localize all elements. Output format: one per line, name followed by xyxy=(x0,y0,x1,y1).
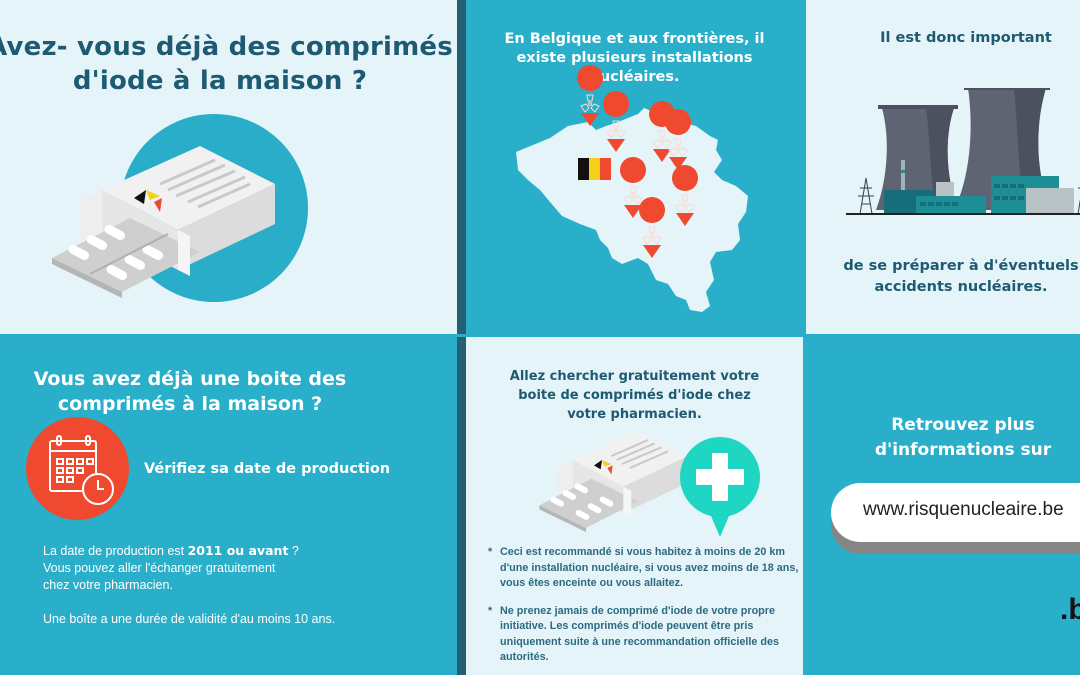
panel-a-title-line2: d'iode à la maison ? xyxy=(72,66,368,96)
asterisk-bullet: * xyxy=(488,604,493,617)
panel-b-title: En Belgique et aux frontières, il existe… xyxy=(476,30,793,87)
panel-b-title-line1: En Belgique et aux frontières, il xyxy=(504,31,765,47)
pill-box-small-icon xyxy=(539,430,688,532)
panel-nuclear-installations-map: En Belgique et aux frontières, il existe… xyxy=(466,0,803,334)
pharmacy-cross-pin-icon xyxy=(680,437,760,537)
website-url-text[interactable]: www.risquenucleaire.be xyxy=(863,499,1064,520)
recommendation-notes: * Ceci est recommandé si vous habitez à … xyxy=(488,545,803,675)
panel-b-title-line2: existe plusieurs installations xyxy=(516,50,753,66)
para1-line2: Vous pouvez aller l'échanger gratuitemen… xyxy=(43,561,276,575)
panel-d-title-line1: Vous avez déjà une boite des xyxy=(33,368,347,390)
radiation-pin-4 xyxy=(664,108,692,171)
panel-c-title-bottom-line1: de se préparer à d'éventuels xyxy=(843,258,1079,274)
panel-check-production-date: Vous avez déjà une boite des comprimés à… xyxy=(0,337,457,675)
panel-c-title-bottom-line2: accidents nucléaires. xyxy=(874,279,1048,295)
panel-b-title-line3: nucléaires. xyxy=(589,69,680,85)
radiation-pin-6 xyxy=(671,164,699,227)
radiation-pin-1 xyxy=(576,64,604,127)
nuclear-plant-illustration xyxy=(846,88,1080,215)
radiation-pins xyxy=(576,64,699,259)
panel-c-title-top: Il est donc important xyxy=(880,30,1052,46)
note-item: * Ne prenez jamais de comprimé d'iode de… xyxy=(488,604,803,666)
panel-f-title-line2: d'informations sur xyxy=(874,440,1052,460)
panel-a-title: Avez- vous déjà des comprimés d'iode à l… xyxy=(0,30,457,98)
panel-e-title-line2: boite de comprimés d'iode chez xyxy=(518,388,751,403)
panel-f-title-line1: Retrouvez plus xyxy=(891,415,1035,435)
asterisk-bullet: * xyxy=(488,546,493,558)
verify-production-date-label: Vérifiez sa date de production xyxy=(144,461,391,477)
para1-prefix: La date de production est xyxy=(43,544,188,558)
panel-d-title-line2: comprimés à la maison ? xyxy=(57,393,323,415)
validity-paragraph: Une boîte a une durée de validité d'au m… xyxy=(43,612,336,626)
production-date-paragraph: La date de production est 2011 ou avant … xyxy=(43,542,403,594)
panel-d-title: Vous avez déjà une boite des comprimés à… xyxy=(10,367,370,417)
pill-box-with-blister-icon xyxy=(52,146,275,298)
panel-important-to-prepare: Il est donc important de se xyxy=(803,0,1080,334)
panel-iodine-at-home: Avez- vous déjà des comprimés d'iode à l… xyxy=(0,0,457,334)
radiation-pin-2 xyxy=(602,90,630,153)
horizontal-divider xyxy=(0,334,1080,337)
panel-c-title-bottom: de se préparer à d'éventuels accidents n… xyxy=(806,256,1080,298)
panel-e-title-line1: Allez chercher gratuitement votre xyxy=(509,369,760,384)
panel-f-title: Retrouvez plus d'informations sur xyxy=(813,413,1080,463)
para1-suffix: ? xyxy=(288,544,299,558)
para1-bold: 2011 ou avant xyxy=(187,543,289,558)
panel-e-title-line3: votre pharmacien. xyxy=(567,407,702,422)
note-text: Ceci est recommandé si vous habitez à mo… xyxy=(500,546,799,589)
panel-d-body: La date de production est 2011 ou avant … xyxy=(43,542,403,645)
note-item: * Ceci est recommandé si vous habitez à … xyxy=(488,545,803,592)
be-logo: .be xyxy=(1060,593,1080,626)
calendar-clock-icon xyxy=(26,417,129,520)
note-text: Ne prenez jamais de comprimé d'iode de v… xyxy=(500,604,779,664)
website-url-link[interactable]: www.risquenucleaire.be xyxy=(831,483,1080,542)
panel-get-tablets-pharmacy: Allez chercher gratuitement votre boite … xyxy=(466,337,803,675)
panel-more-information: Retrouvez plus d'informations sur www.ri… xyxy=(803,337,1080,675)
vertical-divider xyxy=(457,0,466,675)
panel-a-title-line1: Avez- vous déjà des comprimés xyxy=(0,32,453,62)
radiation-pin-7 xyxy=(638,196,666,259)
para1-line3: chez votre pharmacien. xyxy=(43,578,173,592)
panel-e-title: Allez chercher gratuitement votre boite … xyxy=(476,367,793,424)
